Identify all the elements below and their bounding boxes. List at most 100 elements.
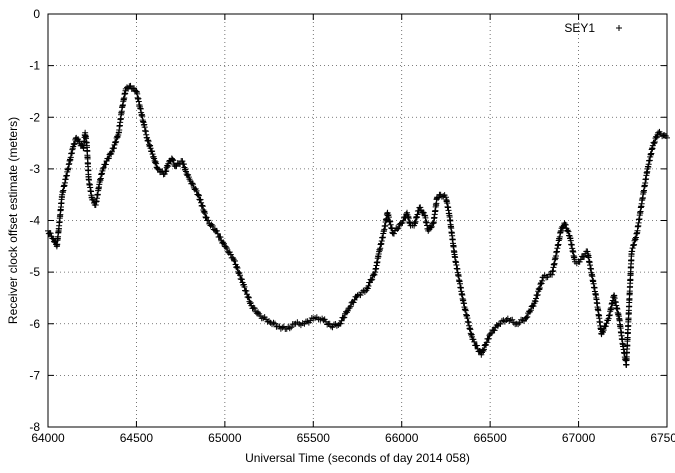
data-point	[326, 320, 333, 327]
data-point	[360, 287, 367, 294]
data-point	[245, 294, 252, 301]
data-point	[220, 239, 227, 246]
data-point	[227, 251, 234, 258]
data-point	[565, 228, 572, 235]
data-point	[350, 299, 357, 306]
x-tick-label: 67500	[650, 431, 675, 445]
y-tick-label: -2	[29, 110, 40, 124]
data-point	[62, 176, 69, 183]
data-point	[650, 139, 657, 146]
data-point	[114, 133, 121, 140]
data-point	[200, 208, 207, 215]
data-point	[304, 318, 311, 325]
data-point	[307, 317, 314, 324]
data-point	[460, 297, 467, 304]
data-point	[485, 335, 492, 342]
data-point	[115, 132, 122, 139]
data-point	[341, 314, 348, 321]
data-point	[233, 263, 240, 270]
data-point	[371, 271, 378, 278]
data-point	[291, 321, 298, 328]
data-point	[146, 143, 153, 150]
data-point	[649, 145, 656, 152]
data-point	[209, 223, 216, 230]
data-point	[75, 138, 82, 145]
data-point	[229, 254, 236, 261]
data-point	[47, 230, 54, 237]
data-point	[217, 234, 224, 241]
data-point	[610, 294, 617, 301]
data-point	[446, 210, 453, 217]
data-point	[516, 319, 523, 326]
axis-ticks: 64000 64500 65000 65500 66000 66500 67000 67500…	[29, 7, 675, 445]
data-point	[324, 321, 331, 328]
y-tick-label: -4	[29, 214, 40, 228]
data-point	[270, 319, 277, 326]
x-tick-label: 66500	[473, 431, 507, 445]
x-axis-label: Universal Time (seconds of day 2014 058)	[245, 451, 470, 465]
data-point	[173, 162, 180, 169]
data-point	[583, 248, 590, 255]
data-point	[256, 310, 263, 317]
data-point	[149, 148, 156, 155]
data-point	[604, 317, 611, 324]
data-point	[199, 203, 206, 210]
data-point	[243, 287, 250, 294]
data-point	[123, 84, 130, 91]
data-point	[368, 277, 375, 284]
data-point	[493, 321, 500, 328]
data-point	[286, 325, 293, 332]
data-point	[329, 324, 336, 331]
data-point	[633, 230, 640, 237]
data-point	[223, 245, 230, 252]
data-point	[180, 161, 187, 168]
data-point	[521, 317, 528, 324]
data-point	[95, 184, 102, 191]
data-point	[429, 220, 436, 227]
data-point	[481, 342, 488, 349]
data-point	[651, 138, 658, 145]
data-point	[214, 230, 221, 237]
data-point	[169, 156, 176, 163]
data-point	[564, 227, 571, 234]
data-point	[498, 317, 505, 324]
data-point	[208, 221, 215, 228]
x-tick-label: 65500	[297, 431, 331, 445]
data-point	[71, 141, 78, 148]
data-point	[375, 253, 382, 260]
data-point	[182, 166, 189, 173]
data-point	[201, 210, 208, 217]
data-point	[185, 174, 192, 181]
y-tick-label: -3	[29, 162, 40, 176]
data-point	[599, 328, 606, 335]
data-point	[395, 225, 402, 232]
data-point	[231, 258, 238, 265]
data-point	[524, 313, 531, 320]
data-point	[619, 340, 626, 347]
y-tick-label: 0	[33, 7, 40, 21]
data-point	[427, 224, 434, 231]
data-point	[644, 168, 651, 175]
x-tick-label: 64000	[31, 431, 65, 445]
data-point	[361, 288, 368, 295]
data-point	[102, 161, 109, 168]
data-point	[213, 227, 220, 234]
data-point	[65, 161, 72, 168]
data-point	[515, 321, 522, 328]
data-point	[222, 243, 229, 250]
data-point	[220, 240, 227, 247]
data-point	[557, 229, 564, 236]
data-point	[483, 339, 490, 346]
data-point	[390, 230, 397, 237]
legend-plus-mark	[616, 25, 622, 31]
data-point	[351, 296, 358, 303]
data-point	[269, 321, 276, 328]
data-point	[199, 202, 206, 209]
data-point	[536, 286, 543, 293]
data-point	[145, 138, 152, 145]
data-point	[481, 346, 488, 353]
data-point	[193, 187, 200, 194]
data-point	[112, 139, 119, 146]
data-point	[150, 153, 157, 160]
